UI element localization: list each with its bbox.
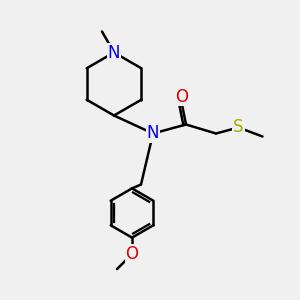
Text: N: N: [147, 124, 159, 142]
Text: O: O: [175, 88, 188, 106]
Text: S: S: [233, 118, 244, 136]
Text: O: O: [125, 245, 139, 263]
Text: N: N: [108, 44, 120, 62]
